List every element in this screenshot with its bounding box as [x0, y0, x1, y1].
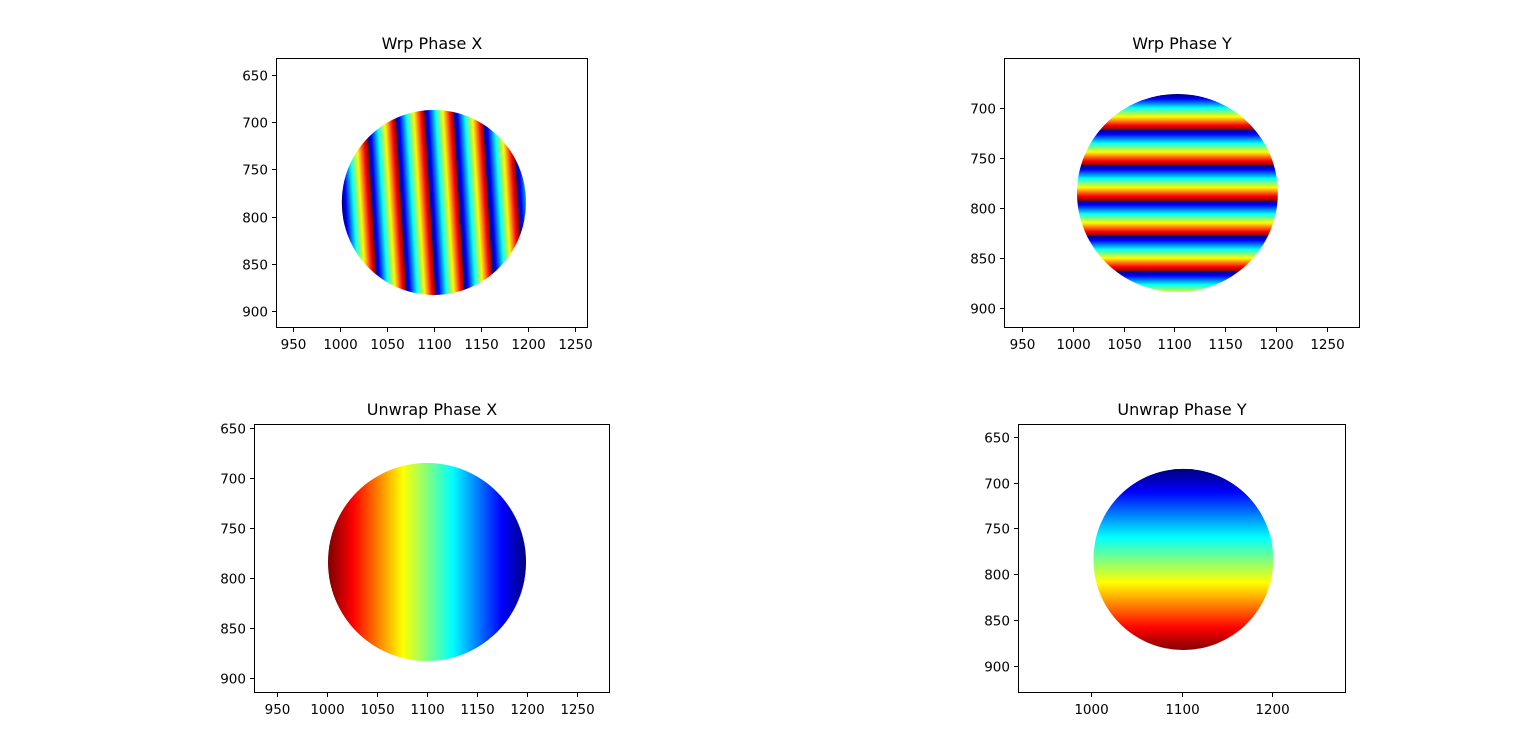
y-tick-label: 700 — [242, 116, 268, 132]
x-tick-label: 1250 — [1310, 337, 1344, 353]
y-tick-label: 750 — [970, 152, 996, 168]
x-tick-label: 1050 — [1107, 337, 1141, 353]
y-tick-label: 700 — [220, 472, 246, 488]
phase-map-image — [341, 109, 526, 295]
subplot-3: Unwrap Phase X 950 1000 1050 1100 1150 1200 125… — [220, 400, 610, 718]
y-tick-label: 900 — [984, 660, 1010, 676]
axes-frame — [1018, 424, 1346, 693]
x-tick-label: 1200 — [1255, 702, 1289, 718]
x-tick-label: 1000 — [310, 702, 344, 718]
x-tick-label: 1200 — [1259, 337, 1293, 353]
phase-map-image — [1093, 468, 1274, 650]
y-tick-label: 800 — [242, 211, 268, 227]
x-tick-label: 950 — [281, 337, 307, 353]
x-tick-label: 1150 — [464, 337, 498, 353]
x-tick-label: 1100 — [1165, 702, 1199, 718]
y-tick-label: 850 — [970, 252, 996, 268]
phase-map-image — [328, 463, 526, 661]
x-tick-label: 1150 — [460, 702, 494, 718]
x-tick-label: 950 — [265, 702, 291, 718]
y-tick-label: 850 — [220, 622, 246, 638]
y-tick-label: 900 — [220, 672, 246, 688]
y-tick-label: 850 — [984, 614, 1010, 630]
y-tick-label: 850 — [242, 258, 268, 274]
x-tick-label: 950 — [1010, 337, 1036, 353]
x-tick-label: 1200 — [510, 702, 544, 718]
axes-frame — [254, 424, 610, 693]
subplot-title: Unwrap Phase Y — [1117, 400, 1246, 419]
y-tick-label: 900 — [242, 305, 268, 321]
y-tick-label: 650 — [984, 431, 1010, 447]
x-tick-label: 1050 — [370, 337, 404, 353]
axes-frame — [1004, 58, 1360, 328]
x-tick-label: 1250 — [560, 702, 594, 718]
y-tick-label: 750 — [984, 522, 1010, 538]
x-tick-label: 1000 — [1074, 702, 1108, 718]
y-tick-label: 800 — [970, 202, 996, 218]
y-tick-label: 650 — [242, 69, 268, 85]
subplot-1: Wrp Phase X 950 1000 1050 1100 1150 1200 1250 65… — [242, 34, 592, 353]
x-tick-label: 1250 — [558, 337, 592, 353]
x-tick-label: 1100 — [1157, 337, 1191, 353]
y-tick-label: 900 — [970, 302, 996, 318]
subplot-title: Wrp Phase X — [382, 34, 483, 53]
subplot-2: Wrp Phase Y 950 1000 1050 1100 1150 1200 1250 70… — [970, 34, 1360, 353]
x-tick-label: 1000 — [1056, 337, 1090, 353]
y-tick-label: 650 — [220, 422, 246, 438]
subplot-4: Unwrap Phase Y 1000 1100 1200 650 700 750 800 85… — [984, 400, 1346, 718]
y-tick-label: 800 — [984, 568, 1010, 584]
subplot-title: Unwrap Phase X — [367, 400, 497, 419]
subplot-title: Wrp Phase Y — [1132, 34, 1232, 53]
y-tick-label: 750 — [242, 163, 268, 179]
x-tick-label: 1150 — [1208, 337, 1242, 353]
y-tick-label: 750 — [220, 522, 246, 538]
phase-map-image — [1077, 94, 1278, 292]
x-tick-label: 1000 — [323, 337, 357, 353]
y-tick-label: 700 — [970, 102, 996, 118]
x-tick-label: 1100 — [410, 702, 444, 718]
axes-frame — [276, 58, 588, 328]
y-tick-label: 800 — [220, 572, 246, 588]
x-tick-label: 1050 — [360, 702, 394, 718]
x-tick-label: 1200 — [511, 337, 545, 353]
x-tick-label: 1100 — [417, 337, 451, 353]
y-tick-label: 700 — [984, 477, 1010, 493]
